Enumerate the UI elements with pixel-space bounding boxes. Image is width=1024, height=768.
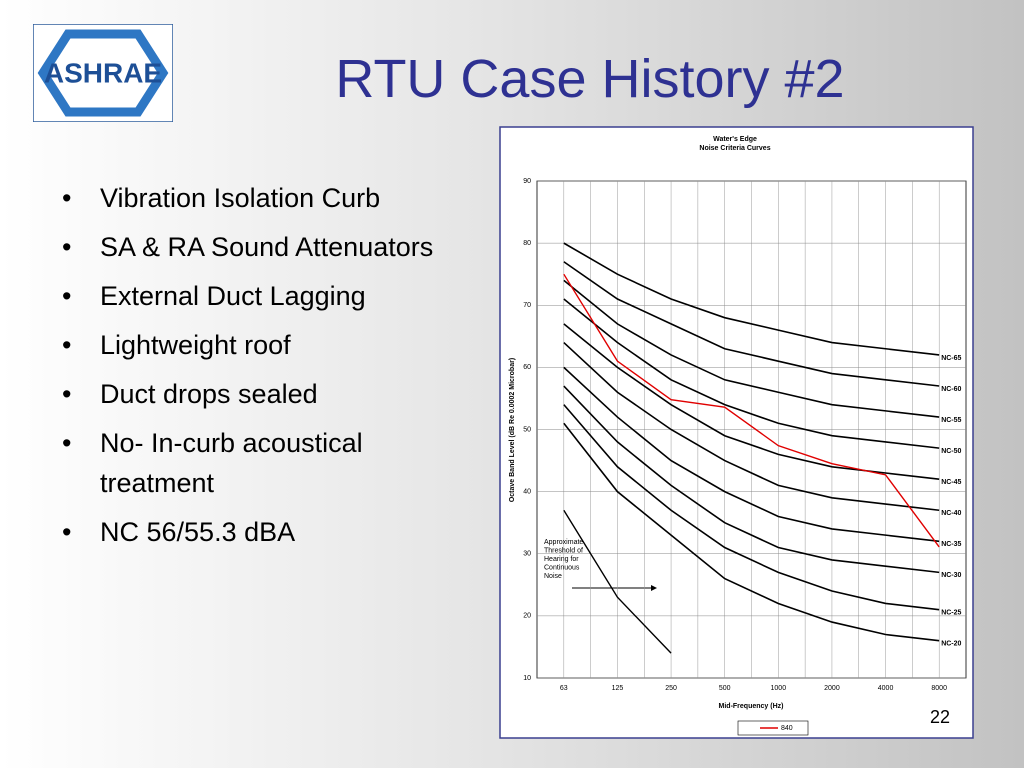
curve-label: NC-40	[941, 510, 961, 517]
series-line	[563, 366, 940, 543]
bullet: Lightweight roof	[60, 325, 460, 365]
x-tick-label: 250	[665, 685, 677, 692]
series-line	[563, 341, 940, 512]
y-tick-label: 50	[523, 426, 531, 433]
logo-text: ASHRAE	[44, 57, 162, 88]
chart-title: Water's Edge	[713, 136, 757, 143]
curve-label: NC-50	[941, 448, 961, 455]
curve-label: NC-65	[941, 355, 961, 362]
annotation: Noise	[544, 573, 562, 580]
series-line	[563, 298, 940, 449]
curve-label: NC-35	[941, 541, 961, 548]
slide-title: RTU Case History #2	[335, 49, 845, 109]
logo: ASHRAE	[33, 24, 173, 122]
bullet: NC 56/55.3 dBA	[60, 512, 460, 552]
bullet: External Duct Lagging	[60, 276, 460, 316]
bullet: No- In-curb acoustical treatment	[60, 423, 460, 503]
series-line	[563, 242, 940, 356]
y-tick-label: 40	[523, 488, 531, 495]
series-line	[563, 279, 940, 418]
curve-label: NC-55	[941, 417, 961, 424]
annotation: Hearing for	[544, 556, 579, 563]
series-line	[563, 323, 940, 480]
annotation: Threshold of	[544, 547, 583, 554]
curve-label: NC-30	[941, 572, 961, 579]
series-line	[563, 404, 940, 611]
y-tick-label: 10	[523, 675, 531, 682]
y-axis-label: Octave Band Level (dB Re 0.0002 Microbar…	[509, 358, 516, 502]
x-tick-label: 2000	[824, 685, 840, 692]
series-line	[563, 261, 940, 387]
bullet-list: Vibration Isolation Curb SA & RA Sound At…	[60, 178, 460, 561]
series-line	[563, 509, 672, 654]
chart-subtitle: Noise Criteria Curves	[699, 145, 770, 152]
bullet: Vibration Isolation Curb	[60, 178, 460, 218]
series-line	[563, 422, 940, 642]
arrow-head	[651, 585, 657, 591]
bullet: Duct drops sealed	[60, 374, 460, 414]
y-tick-label: 90	[523, 178, 531, 185]
page-number: 22	[930, 707, 951, 727]
curve-label: NC-60	[941, 386, 961, 393]
series-line	[563, 273, 940, 548]
y-tick-label: 30	[523, 551, 531, 558]
legend-label: 840	[781, 725, 793, 732]
annotation: Continuous	[544, 564, 580, 571]
x-tick-label: 63	[560, 685, 568, 692]
curve-label: NC-25	[941, 610, 961, 617]
annotation: Approximate	[544, 539, 583, 546]
x-tick-label: 500	[719, 685, 731, 692]
y-tick-label: 70	[523, 302, 531, 309]
y-tick-label: 20	[523, 613, 531, 620]
bullet: SA & RA Sound Attenuators	[60, 227, 460, 267]
curve-label: NC-20	[941, 641, 961, 648]
x-tick-label: 125	[612, 685, 624, 692]
x-tick-label: 8000	[931, 685, 947, 692]
x-tick-label: 4000	[878, 685, 894, 692]
curve-label: NC-45	[941, 479, 961, 486]
x-tick-label: 1000	[771, 685, 787, 692]
series-line	[563, 385, 940, 574]
y-tick-label: 80	[523, 240, 531, 247]
y-tick-label: 60	[523, 364, 531, 371]
x-axis-label: Mid-Frequency (Hz)	[719, 703, 784, 710]
